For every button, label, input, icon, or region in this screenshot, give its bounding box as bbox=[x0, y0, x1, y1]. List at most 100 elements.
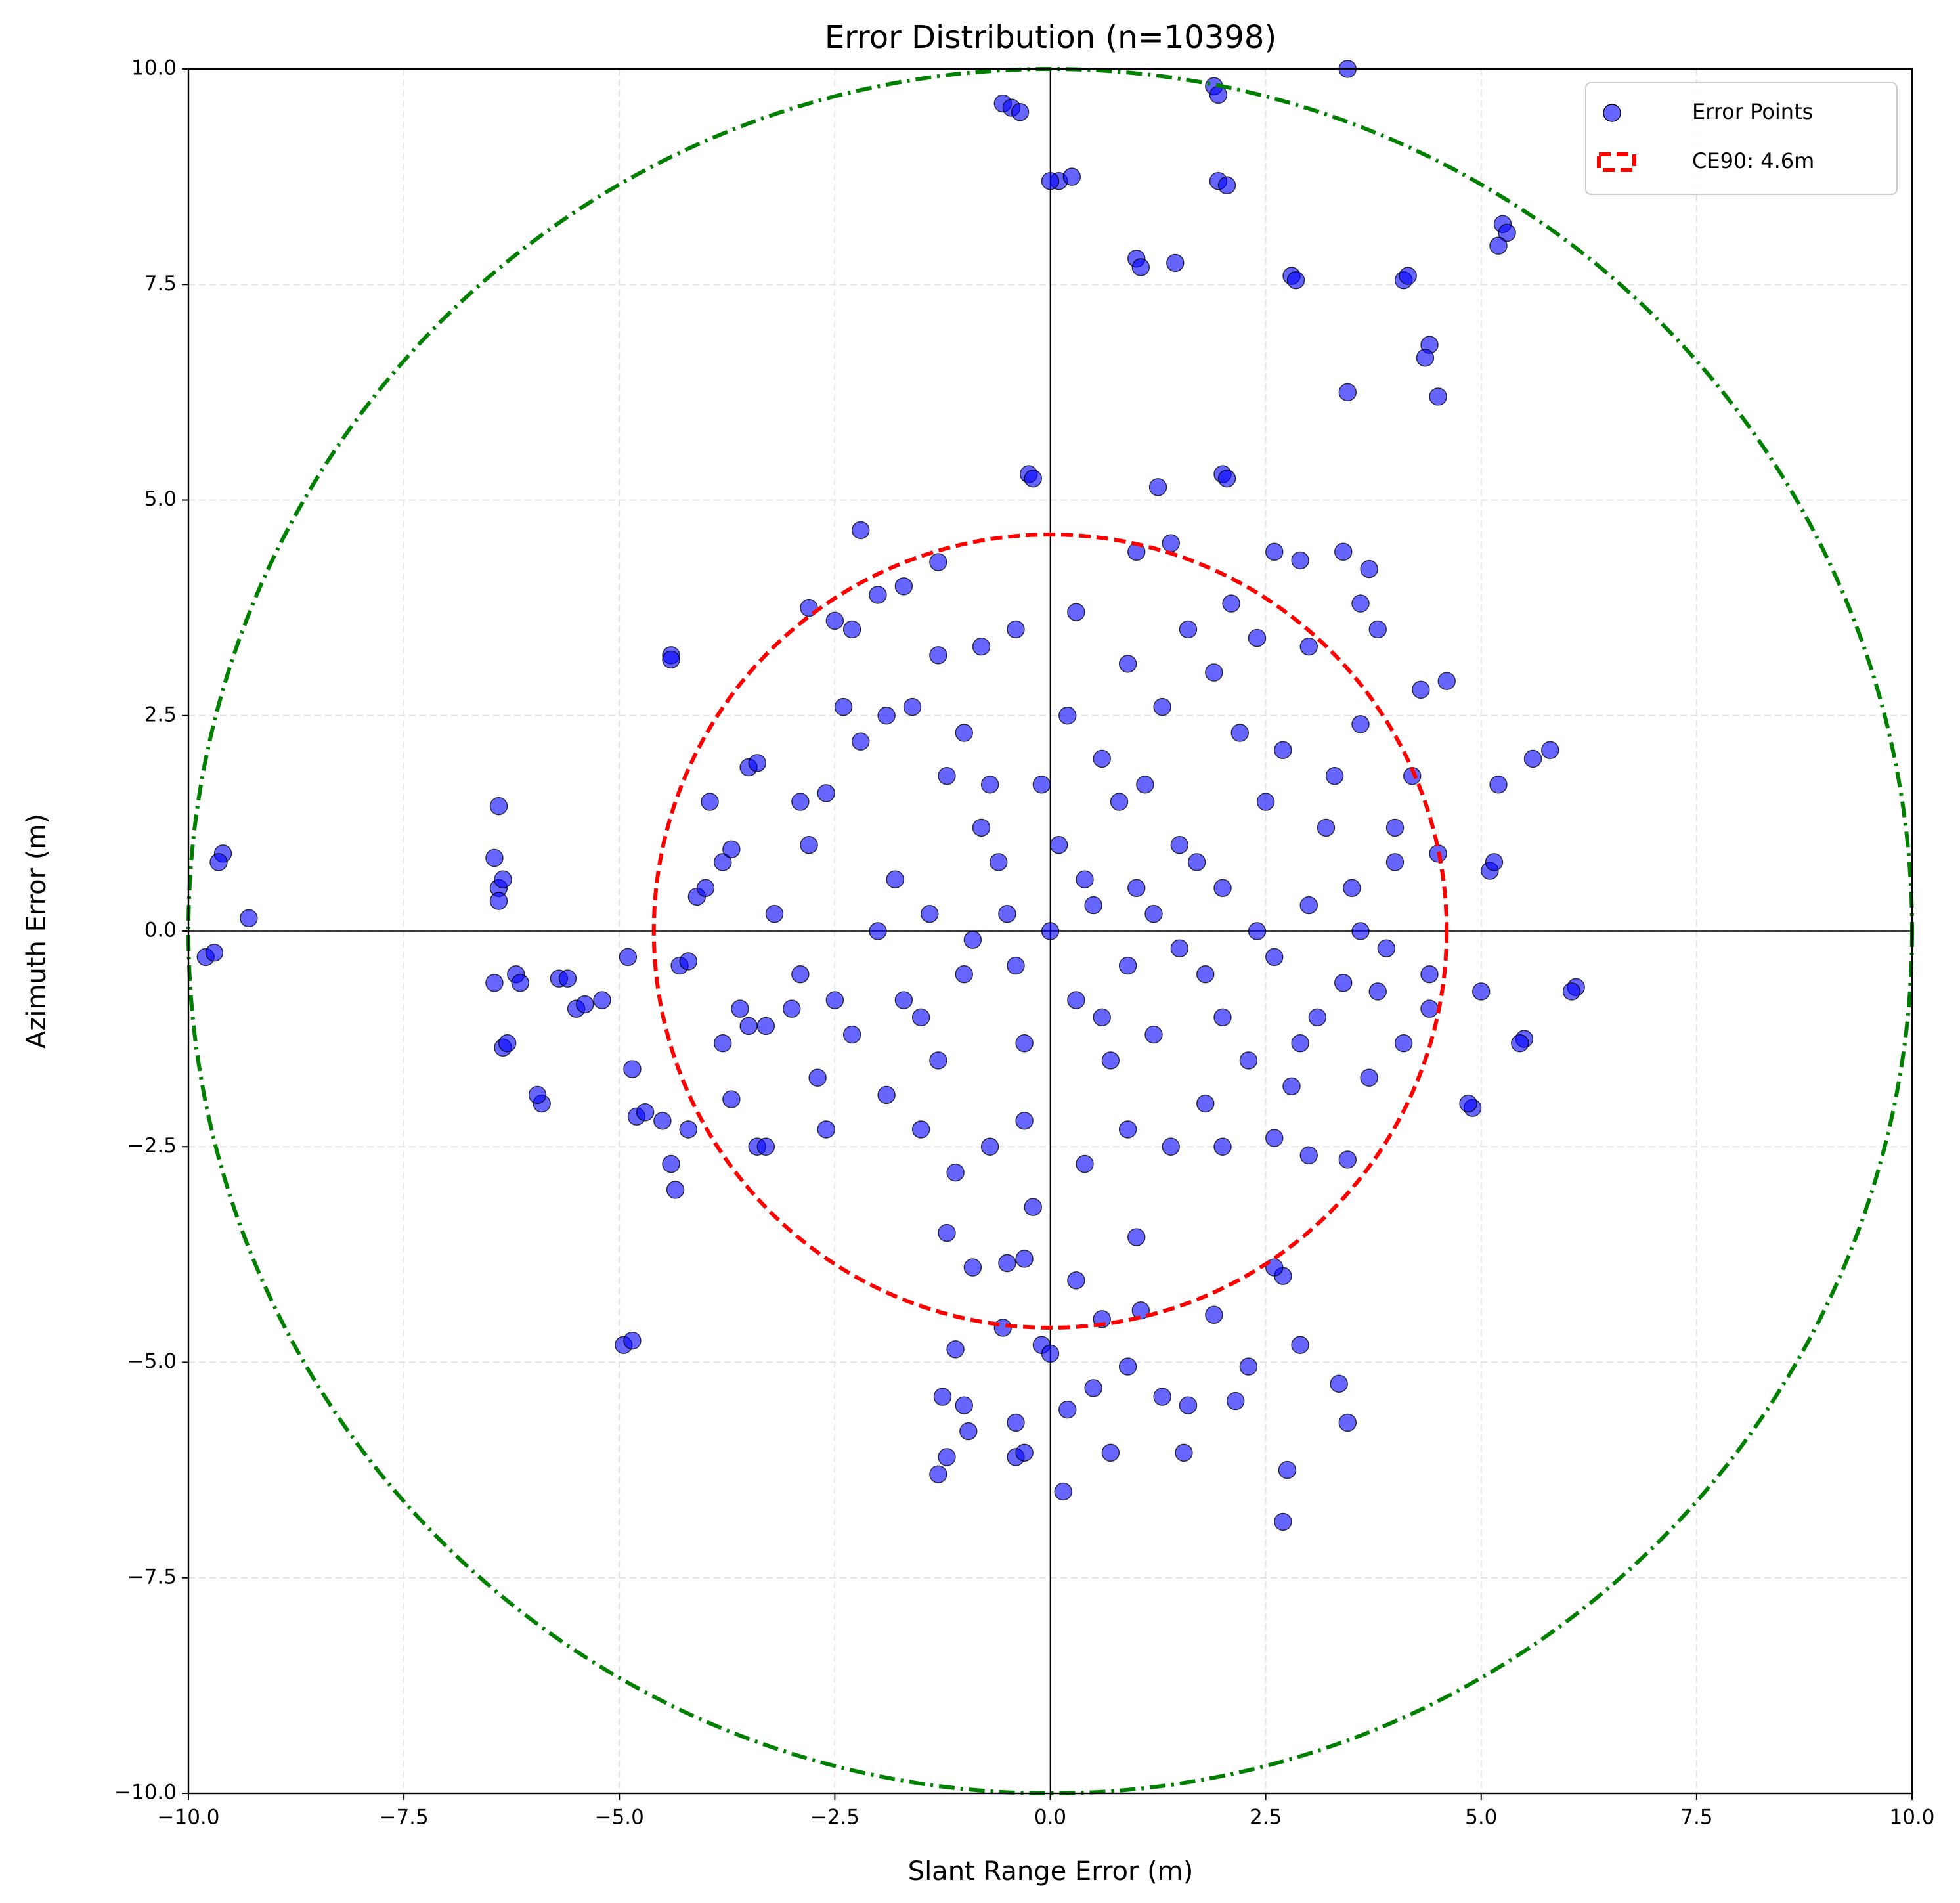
data-point bbox=[1007, 1413, 1025, 1432]
data-point bbox=[1209, 85, 1228, 104]
data-point bbox=[938, 1448, 956, 1466]
data-point bbox=[1015, 1250, 1034, 1268]
data-point bbox=[1360, 1068, 1378, 1087]
data-point bbox=[1489, 776, 1508, 794]
data-point bbox=[731, 999, 749, 1018]
data-point bbox=[1394, 1034, 1413, 1053]
data-point bbox=[1015, 1034, 1034, 1053]
data-point bbox=[1093, 749, 1111, 768]
data-point bbox=[1032, 776, 1051, 794]
data-point bbox=[955, 724, 973, 742]
data-point bbox=[696, 879, 715, 898]
data-point bbox=[791, 965, 810, 984]
data-point bbox=[1338, 383, 1357, 402]
data-point bbox=[993, 1319, 1013, 1337]
data-point bbox=[955, 1396, 973, 1414]
data-point bbox=[636, 1103, 655, 1122]
data-point bbox=[511, 974, 530, 992]
data-point bbox=[783, 999, 801, 1018]
data-point bbox=[911, 1008, 930, 1027]
data-point bbox=[972, 638, 991, 656]
reference-circle bbox=[651, 533, 1449, 1330]
data-point bbox=[1334, 974, 1353, 992]
data-point bbox=[1420, 965, 1439, 984]
legend-marker bbox=[1603, 104, 1621, 122]
data-point bbox=[558, 969, 577, 988]
data-point bbox=[209, 853, 228, 871]
data-point bbox=[1118, 1120, 1137, 1139]
data-point bbox=[1351, 715, 1370, 733]
data-point bbox=[894, 577, 913, 596]
data-point bbox=[1459, 1094, 1477, 1113]
data-point bbox=[1368, 982, 1387, 1001]
data-point bbox=[1213, 1008, 1232, 1027]
data-point bbox=[666, 1181, 685, 1199]
data-point bbox=[714, 853, 732, 871]
data-point bbox=[1282, 1077, 1301, 1096]
data-point bbox=[800, 835, 818, 854]
data-point bbox=[1399, 267, 1417, 285]
chart-title: Error Distribution (n=10398) bbox=[825, 19, 1276, 56]
data-point bbox=[679, 952, 697, 971]
data-point bbox=[1330, 1374, 1348, 1393]
data-point bbox=[886, 870, 904, 888]
data-point bbox=[1338, 1413, 1357, 1432]
y-tick-label: 5.0 bbox=[144, 487, 177, 511]
data-point bbox=[1472, 982, 1491, 1001]
data-point bbox=[1541, 741, 1559, 759]
data-point bbox=[877, 707, 896, 725]
data-point bbox=[842, 1025, 861, 1044]
data-point bbox=[1360, 559, 1378, 579]
data-point bbox=[1084, 896, 1102, 915]
data-point bbox=[946, 1340, 965, 1359]
data-point bbox=[1179, 620, 1198, 639]
data-point bbox=[240, 909, 258, 928]
data-point bbox=[1024, 1198, 1042, 1216]
data-point bbox=[1127, 1228, 1146, 1246]
data-point bbox=[808, 1068, 827, 1087]
y-axis-label: Azimuth Error (m) bbox=[22, 814, 52, 1049]
data-point bbox=[1007, 620, 1025, 639]
data-point bbox=[1175, 1443, 1193, 1462]
x-tick-label: 2.5 bbox=[1250, 1806, 1282, 1829]
data-point bbox=[498, 1034, 517, 1053]
data-point bbox=[834, 697, 853, 716]
data-point bbox=[933, 1388, 952, 1406]
data-point bbox=[1170, 835, 1189, 854]
plot-frame bbox=[187, 68, 1913, 1795]
data-point bbox=[1230, 724, 1249, 742]
data-point bbox=[1015, 1443, 1034, 1462]
data-point bbox=[205, 944, 224, 962]
data-point bbox=[1011, 102, 1030, 121]
data-point bbox=[1338, 1150, 1357, 1169]
data-point bbox=[489, 892, 508, 910]
data-point bbox=[1265, 542, 1284, 561]
data-point bbox=[1170, 939, 1189, 957]
data-point bbox=[980, 1137, 999, 1156]
data-point bbox=[1523, 749, 1542, 768]
data-point bbox=[817, 784, 835, 802]
data-point bbox=[869, 922, 887, 940]
data-point bbox=[1179, 1396, 1198, 1414]
data-point bbox=[877, 1085, 896, 1105]
x-axis-label: Slant Range Error (m) bbox=[908, 1856, 1194, 1887]
legend-box bbox=[1585, 82, 1898, 195]
data-point bbox=[1041, 922, 1060, 940]
data-point bbox=[1162, 534, 1180, 552]
data-point bbox=[869, 586, 887, 604]
y-tick-label: 0.0 bbox=[144, 919, 177, 942]
data-point bbox=[1291, 551, 1309, 570]
data-point bbox=[489, 797, 508, 816]
data-point bbox=[1385, 853, 1405, 871]
data-point bbox=[1562, 982, 1581, 1001]
data-point bbox=[938, 1223, 956, 1242]
data-point bbox=[1144, 1025, 1163, 1044]
data-point bbox=[929, 553, 947, 571]
data-point bbox=[1118, 655, 1137, 673]
y-tick-label: 7.5 bbox=[144, 272, 177, 295]
data-point bbox=[679, 1120, 697, 1139]
data-point bbox=[1377, 939, 1396, 957]
data-point bbox=[1222, 594, 1240, 613]
data-point bbox=[1084, 1379, 1102, 1397]
